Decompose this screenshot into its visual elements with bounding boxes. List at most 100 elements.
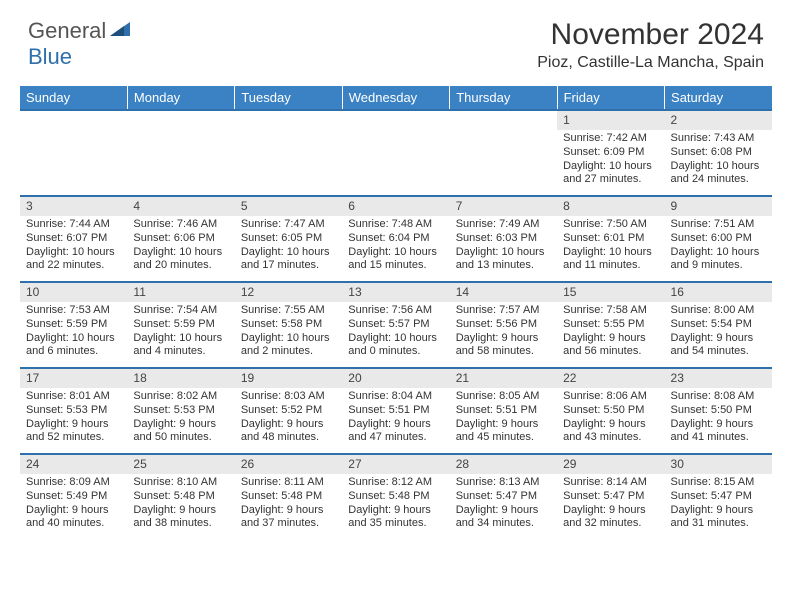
day-number [450,109,557,130]
calendar-row: 17Sunrise: 8:01 AMSunset: 5:53 PMDayligh… [20,367,772,453]
daylight-text: Daylight: 10 hours and 0 minutes. [348,332,443,360]
daylight-text: Daylight: 10 hours and 2 minutes. [241,332,336,360]
day-header: Wednesday [342,86,449,109]
calendar-cell [450,109,557,195]
day-number [342,109,449,130]
calendar-cell: 25Sunrise: 8:10 AMSunset: 5:48 PMDayligh… [127,453,234,539]
sunrise-text: Sunrise: 8:13 AM [456,476,551,490]
daylight-text: Daylight: 10 hours and 6 minutes. [26,332,121,360]
day-content: Sunrise: 7:50 AMSunset: 6:01 PMDaylight:… [557,216,664,277]
daylight-text: Daylight: 9 hours and 40 minutes. [26,504,121,532]
calendar-cell: 14Sunrise: 7:57 AMSunset: 5:56 PMDayligh… [450,281,557,367]
sunset-text: Sunset: 6:00 PM [671,232,766,246]
day-content: Sunrise: 7:43 AMSunset: 6:08 PMDaylight:… [665,130,772,191]
sunrise-text: Sunrise: 7:58 AM [563,304,658,318]
sunset-text: Sunset: 6:04 PM [348,232,443,246]
daylight-text: Daylight: 9 hours and 35 minutes. [348,504,443,532]
sunrise-text: Sunrise: 7:56 AM [348,304,443,318]
day-header: Monday [127,86,234,109]
sunset-text: Sunset: 5:47 PM [671,490,766,504]
day-number: 4 [127,195,234,216]
calendar-cell: 27Sunrise: 8:12 AMSunset: 5:48 PMDayligh… [342,453,449,539]
sunrise-text: Sunrise: 8:10 AM [133,476,228,490]
calendar-cell: 9Sunrise: 7:51 AMSunset: 6:00 PMDaylight… [665,195,772,281]
daylight-text: Daylight: 10 hours and 13 minutes. [456,246,551,274]
calendar-table: Sunday Monday Tuesday Wednesday Thursday… [20,86,772,539]
calendar-cell [127,109,234,195]
calendar-cell: 5Sunrise: 7:47 AMSunset: 6:05 PMDaylight… [235,195,342,281]
calendar-cell: 1Sunrise: 7:42 AMSunset: 6:09 PMDaylight… [557,109,664,195]
day-number: 25 [127,453,234,474]
day-content: Sunrise: 7:57 AMSunset: 5:56 PMDaylight:… [450,302,557,363]
sunrise-text: Sunrise: 7:57 AM [456,304,551,318]
daylight-text: Daylight: 9 hours and 54 minutes. [671,332,766,360]
brand-logo: General [28,18,134,44]
daylight-text: Daylight: 10 hours and 20 minutes. [133,246,228,274]
day-header: Sunday [20,86,127,109]
daylight-text: Daylight: 9 hours and 58 minutes. [456,332,551,360]
calendar-cell: 18Sunrise: 8:02 AMSunset: 5:53 PMDayligh… [127,367,234,453]
sunset-text: Sunset: 5:51 PM [456,404,551,418]
day-content: Sunrise: 7:56 AMSunset: 5:57 PMDaylight:… [342,302,449,363]
day-content: Sunrise: 8:04 AMSunset: 5:51 PMDaylight:… [342,388,449,449]
daylight-text: Daylight: 9 hours and 37 minutes. [241,504,336,532]
calendar-cell: 11Sunrise: 7:54 AMSunset: 5:59 PMDayligh… [127,281,234,367]
day-content: Sunrise: 8:12 AMSunset: 5:48 PMDaylight:… [342,474,449,535]
daylight-text: Daylight: 9 hours and 41 minutes. [671,418,766,446]
day-content: Sunrise: 7:42 AMSunset: 6:09 PMDaylight:… [557,130,664,191]
day-content: Sunrise: 7:44 AMSunset: 6:07 PMDaylight:… [20,216,127,277]
brand-part1: General [28,18,106,44]
sunset-text: Sunset: 5:51 PM [348,404,443,418]
calendar-cell: 2Sunrise: 7:43 AMSunset: 6:08 PMDaylight… [665,109,772,195]
day-content: Sunrise: 8:01 AMSunset: 5:53 PMDaylight:… [20,388,127,449]
calendar-row: 3Sunrise: 7:44 AMSunset: 6:07 PMDaylight… [20,195,772,281]
daylight-text: Daylight: 10 hours and 9 minutes. [671,246,766,274]
calendar-cell: 16Sunrise: 8:00 AMSunset: 5:54 PMDayligh… [665,281,772,367]
day-number: 30 [665,453,772,474]
day-content: Sunrise: 8:03 AMSunset: 5:52 PMDaylight:… [235,388,342,449]
calendar-cell: 19Sunrise: 8:03 AMSunset: 5:52 PMDayligh… [235,367,342,453]
day-number: 17 [20,367,127,388]
sunset-text: Sunset: 5:48 PM [348,490,443,504]
brand-part2: Blue [28,44,72,69]
day-number: 21 [450,367,557,388]
daylight-text: Daylight: 10 hours and 22 minutes. [26,246,121,274]
day-number: 2 [665,109,772,130]
sunset-text: Sunset: 5:53 PM [133,404,228,418]
daylight-text: Daylight: 10 hours and 27 minutes. [563,160,658,188]
daylight-text: Daylight: 9 hours and 34 minutes. [456,504,551,532]
calendar-cell: 23Sunrise: 8:08 AMSunset: 5:50 PMDayligh… [665,367,772,453]
day-number: 19 [235,367,342,388]
sunset-text: Sunset: 5:56 PM [456,318,551,332]
day-content: Sunrise: 8:13 AMSunset: 5:47 PMDaylight:… [450,474,557,535]
sunrise-text: Sunrise: 8:03 AM [241,390,336,404]
daylight-text: Daylight: 10 hours and 24 minutes. [671,160,766,188]
daylight-text: Daylight: 9 hours and 56 minutes. [563,332,658,360]
daylight-text: Daylight: 10 hours and 15 minutes. [348,246,443,274]
calendar-cell [342,109,449,195]
day-number: 28 [450,453,557,474]
day-number: 24 [20,453,127,474]
day-content: Sunrise: 7:46 AMSunset: 6:06 PMDaylight:… [127,216,234,277]
day-number: 8 [557,195,664,216]
day-content: Sunrise: 7:48 AMSunset: 6:04 PMDaylight:… [342,216,449,277]
calendar-cell: 6Sunrise: 7:48 AMSunset: 6:04 PMDaylight… [342,195,449,281]
calendar-cell: 3Sunrise: 7:44 AMSunset: 6:07 PMDaylight… [20,195,127,281]
daylight-text: Daylight: 9 hours and 47 minutes. [348,418,443,446]
daylight-text: Daylight: 10 hours and 11 minutes. [563,246,658,274]
sunset-text: Sunset: 5:59 PM [133,318,228,332]
day-content: Sunrise: 8:05 AMSunset: 5:51 PMDaylight:… [450,388,557,449]
day-number: 10 [20,281,127,302]
daylight-text: Daylight: 10 hours and 17 minutes. [241,246,336,274]
day-number [235,109,342,130]
page-title: November 2024 [537,18,764,52]
brand-part2-wrap: Blue [28,44,72,70]
sunset-text: Sunset: 5:48 PM [241,490,336,504]
day-header: Tuesday [235,86,342,109]
sunset-text: Sunset: 5:54 PM [671,318,766,332]
daylight-text: Daylight: 9 hours and 45 minutes. [456,418,551,446]
day-header-row: Sunday Monday Tuesday Wednesday Thursday… [20,86,772,109]
sunset-text: Sunset: 5:49 PM [26,490,121,504]
day-number: 14 [450,281,557,302]
calendar-cell: 24Sunrise: 8:09 AMSunset: 5:49 PMDayligh… [20,453,127,539]
